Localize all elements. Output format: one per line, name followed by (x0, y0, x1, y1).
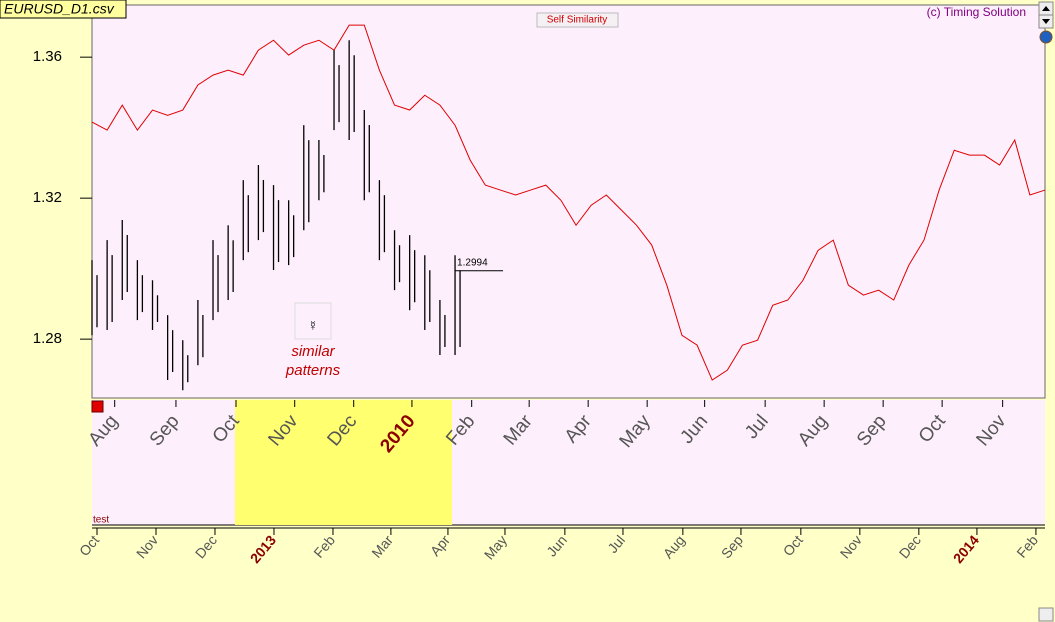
window-title-box (0, 0, 127, 19)
scroll-up-arrow (1042, 6, 1050, 11)
x-tick-label: Oct (76, 532, 102, 559)
pattern-line (91, 24, 1046, 381)
x-tick-label: Nov (133, 532, 161, 561)
x-tick-label: Nov (837, 532, 865, 561)
copyright: (c) Timing Solution (927, 5, 1026, 19)
x-tick-label: Jul (604, 532, 628, 556)
x-tick-label: Dec (192, 532, 220, 561)
y-tick-label: 1.32 (33, 189, 62, 206)
x-tick-label: Mar (368, 532, 396, 561)
mercury-symbol: ☿ (308, 318, 319, 334)
x-tick-label: May (481, 532, 510, 563)
globe-icon[interactable] (1039, 30, 1053, 44)
scroll-bottom[interactable] (1038, 607, 1054, 622)
x-tick-label: Sep (718, 532, 746, 562)
highlight (234, 400, 453, 525)
self-similarity-label[interactable]: Self Similarity (547, 15, 608, 26)
plot-area (91, 4, 1046, 399)
band-label: test (93, 515, 109, 526)
self-similarity-button[interactable] (536, 12, 619, 28)
x-tick-label: Aug (660, 532, 688, 561)
annotation: similar patterns (285, 343, 341, 379)
x-tick-label: Oct (780, 532, 806, 559)
marker-square (91, 400, 104, 413)
x-tick-label: 2014 (950, 532, 982, 566)
x-tick-label: Jun (543, 532, 570, 560)
x-tick-label: Apr (427, 532, 453, 559)
window-title: EURUSD_D1.csv (4, 1, 115, 17)
x-tick-label: 2013 (247, 532, 279, 566)
scroll-down-arrow (1042, 19, 1050, 24)
planet-icon-box (294, 302, 332, 340)
y-tick-label: 1.36 (33, 48, 62, 65)
x-tick-label: Feb (310, 532, 338, 561)
y-tick-label: 1.28 (33, 330, 62, 347)
x-tick-label: Feb (1013, 532, 1041, 561)
last-price-label: 1.2994 (457, 257, 488, 268)
x-tick-label: Dec (896, 532, 924, 561)
